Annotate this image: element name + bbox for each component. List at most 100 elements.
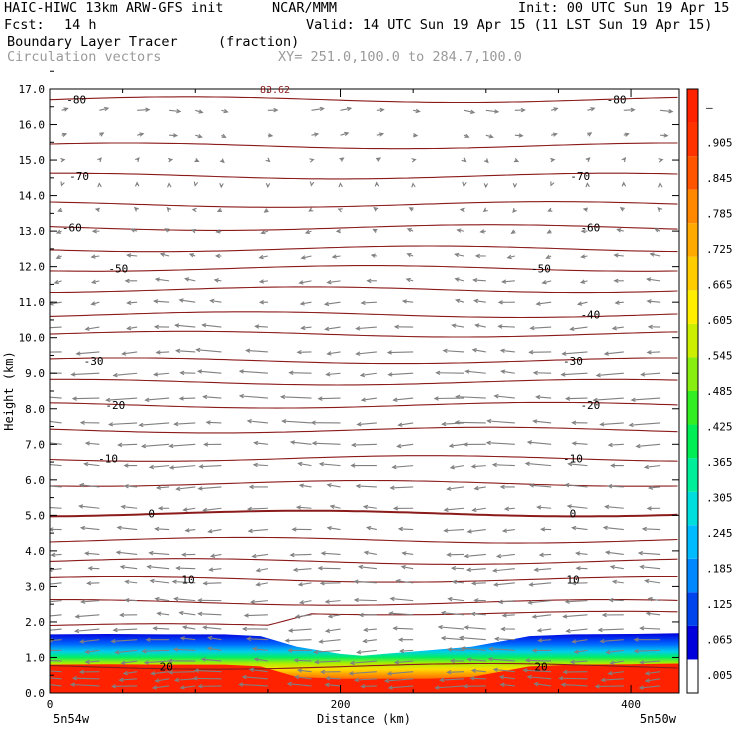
wind-vector-head <box>446 647 453 652</box>
wind-vector-head <box>537 638 543 643</box>
wind-vector-head <box>304 229 311 235</box>
wind-vector <box>593 397 624 401</box>
wind-vector-head <box>153 324 159 330</box>
wind-vector-head <box>214 253 221 259</box>
wind-vector-head <box>510 229 516 234</box>
wind-vector-head <box>110 639 116 644</box>
wind-vector <box>615 301 624 304</box>
wind-vector-head <box>331 254 337 259</box>
wind-vector <box>124 485 138 488</box>
wind-vector <box>525 462 552 467</box>
wind-vector-head <box>308 207 314 212</box>
wind-vector <box>155 528 170 531</box>
wind-vector-head <box>139 132 145 137</box>
wind-vector-head <box>405 277 411 283</box>
wind-vector-head <box>206 646 212 651</box>
wind-vector-head <box>119 564 125 570</box>
wind-vector <box>441 612 465 616</box>
wind-vector <box>203 396 222 399</box>
wind-vector-head <box>124 579 130 585</box>
wind-vector <box>646 612 661 616</box>
wind-vector <box>50 506 62 509</box>
wind-vector <box>449 443 465 447</box>
wind-vector <box>332 255 341 258</box>
x-axis-title: Distance (km) <box>317 712 411 726</box>
wind-vector-head <box>443 507 449 512</box>
wind-vector-head <box>318 461 324 467</box>
wind-vector-head <box>110 684 117 689</box>
wind-vector <box>180 637 196 641</box>
wind-vector-head <box>178 610 184 616</box>
y-tick-label: 7.0 <box>25 438 45 451</box>
x-tick-label: 200 <box>331 698 351 711</box>
wind-vector-head <box>207 635 213 641</box>
wind-vector-head <box>599 422 605 427</box>
wind-vector-head <box>323 301 330 307</box>
wind-vector-head <box>379 107 385 113</box>
wind-vector <box>472 669 486 673</box>
wind-vector <box>203 507 222 511</box>
contour-label: -40 <box>580 309 600 322</box>
wind-vector-head <box>107 422 114 427</box>
colorbar-frame <box>686 88 699 694</box>
contour-label: -10 <box>98 453 118 466</box>
wind-vector-head <box>580 254 586 259</box>
wind-vector <box>50 639 62 642</box>
isotherm-line <box>50 142 678 150</box>
wind-vector-head <box>148 464 154 470</box>
wind-vector-head <box>219 158 225 164</box>
wind-vector <box>50 628 62 631</box>
wind-vector-head <box>647 485 654 490</box>
wind-vector-head <box>258 254 264 260</box>
wind-vector-head <box>279 394 286 400</box>
wind-vector-head <box>399 648 405 654</box>
wind-vector <box>493 464 515 467</box>
wind-vector-head <box>657 207 663 212</box>
colorbar-label: .485 <box>706 385 733 398</box>
wind-vector-head <box>607 670 613 676</box>
wind-vector-head <box>501 279 507 284</box>
wind-vector <box>472 582 486 584</box>
wind-vector-head <box>474 323 480 328</box>
wind-vector-head <box>313 132 320 137</box>
wind-vector-head <box>640 372 646 377</box>
wind-vector-head <box>473 298 479 304</box>
wind-vector-head <box>533 681 539 687</box>
wind-vector <box>150 580 170 584</box>
wind-vector <box>50 442 62 445</box>
wind-vector-head <box>585 182 590 188</box>
wind-vector-head <box>433 396 439 401</box>
wind-vector-head <box>646 506 652 511</box>
wind-vector <box>629 422 661 426</box>
wind-vector-head <box>493 394 499 399</box>
wind-vector <box>246 349 268 353</box>
wind-vector-head <box>138 422 144 428</box>
contour-label: -10 <box>563 453 583 466</box>
wind-vector-head <box>167 658 173 664</box>
wind-vector-head <box>639 564 645 570</box>
colorbar-swatch <box>687 357 698 391</box>
wind-vector-head <box>473 598 479 603</box>
wind-vector <box>175 324 196 328</box>
wind-vector-head <box>611 325 617 331</box>
wind-vector <box>169 443 196 447</box>
wind-vector <box>455 253 465 257</box>
wind-vector <box>643 528 661 531</box>
wind-vector <box>71 372 100 376</box>
wind-vector <box>175 678 196 681</box>
wind-vector-head <box>497 324 503 329</box>
wind-vector-head <box>173 421 179 427</box>
wind-vector-head <box>193 668 200 673</box>
wind-vector <box>529 582 552 586</box>
wind-vector-head <box>561 351 567 356</box>
wind-vector <box>364 506 377 509</box>
wind-vector-head <box>201 323 207 328</box>
wind-vector-head <box>501 613 507 618</box>
wind-vector <box>442 422 465 425</box>
wind-vector <box>440 678 465 681</box>
wind-vector-head <box>121 351 127 356</box>
wind-vector-head <box>471 348 477 353</box>
y-tick-label: 14.0 <box>19 190 46 203</box>
wind-vector <box>397 443 414 447</box>
wind-vector-head <box>446 552 452 557</box>
